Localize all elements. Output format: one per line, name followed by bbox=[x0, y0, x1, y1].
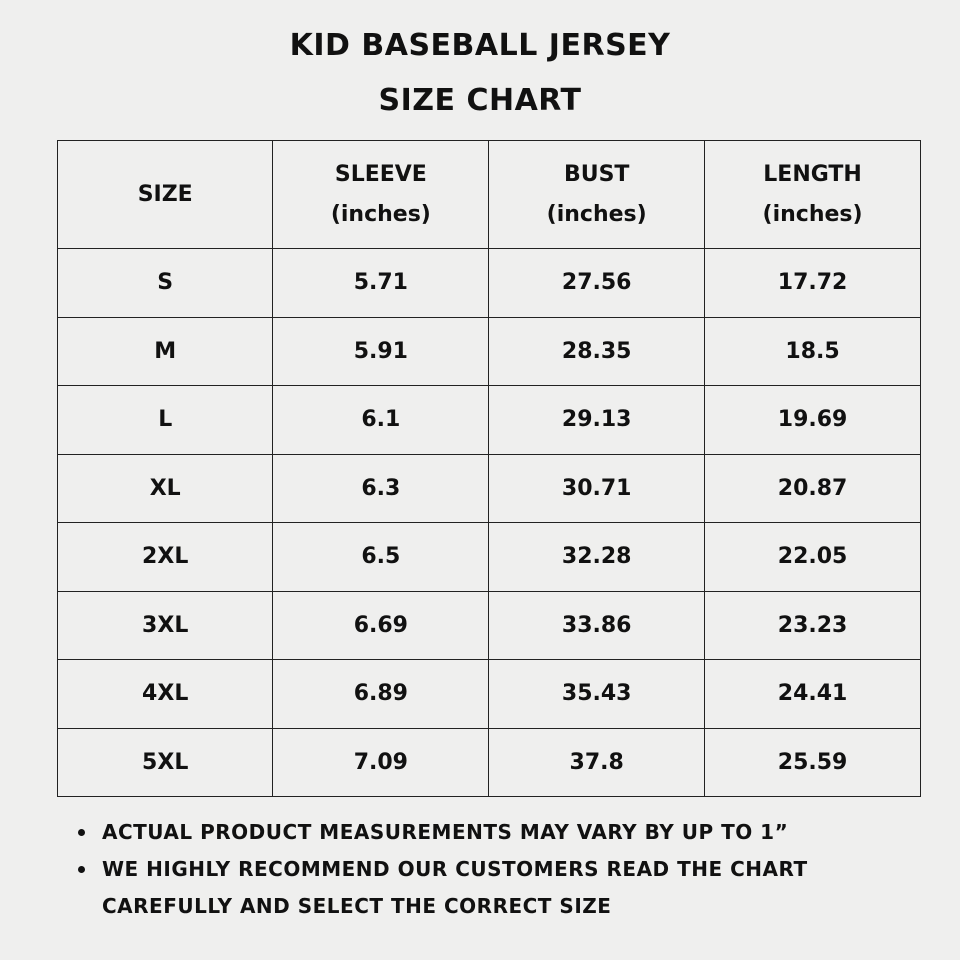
header-text: BUST bbox=[563, 161, 630, 187]
table-cell: 3XL bbox=[56, 590, 274, 660]
header-text: SLEEVE bbox=[334, 161, 427, 187]
table-cell: 17.72 bbox=[704, 248, 921, 318]
table-cell: 29.13 bbox=[488, 385, 706, 455]
table-row: S 5.71 27.56 17.72 bbox=[56, 248, 921, 318]
table-cell: 19.69 bbox=[704, 385, 921, 455]
notes: ACTUAL PRODUCT MEASUREMENTS MAY VARY BY … bbox=[78, 814, 838, 925]
header-text: (inches) bbox=[546, 201, 647, 227]
table-cell: 4XL bbox=[56, 659, 274, 729]
size-table: SIZE SLEEVE (inches) BUST (inches) LENGTH (inc… bbox=[56, 140, 921, 797]
table-cell: 33.86 bbox=[488, 590, 706, 660]
table-row: L 6.1 29.13 19.69 bbox=[56, 385, 921, 455]
table-cell: 6.3 bbox=[272, 453, 490, 523]
table-row: 3XL 6.69 33.86 23.23 bbox=[56, 590, 921, 660]
table-cell: 20.87 bbox=[704, 453, 921, 523]
header-row: SIZE SLEEVE (inches) BUST (inches) LENGTH (inc… bbox=[56, 140, 921, 249]
table-cell: 25.59 bbox=[704, 727, 921, 797]
table-row: 5XL 7.09 37.8 25.59 bbox=[56, 727, 921, 797]
table-row: M 5.91 28.35 18.5 bbox=[56, 316, 921, 386]
table-cell: 35.43 bbox=[488, 659, 706, 729]
header-text: SIZE bbox=[137, 181, 193, 207]
header-text: (inches) bbox=[762, 201, 863, 227]
table-cell: S bbox=[56, 248, 274, 318]
table-cell: 5XL bbox=[56, 727, 274, 797]
header-cell: BUST (inches) bbox=[488, 140, 706, 249]
table-cell: 5.71 bbox=[272, 248, 490, 318]
note: ACTUAL PRODUCT MEASUREMENTS MAY VARY BY … bbox=[78, 814, 838, 851]
title-line: KID BASEBALL JERSEY bbox=[289, 28, 671, 63]
header-cell: SLEEVE (inches) bbox=[272, 140, 490, 249]
header-cell: LENGTH (inches) bbox=[704, 140, 921, 249]
table-row: 2XL 6.5 32.28 22.05 bbox=[56, 522, 921, 592]
table-cell: 6.69 bbox=[272, 590, 490, 660]
table-cell: 7.09 bbox=[272, 727, 490, 797]
table-cell: L bbox=[56, 385, 274, 455]
table-cell: 24.41 bbox=[704, 659, 921, 729]
table-row: XL 6.3 30.71 20.87 bbox=[56, 453, 921, 523]
table-cell: 32.28 bbox=[488, 522, 706, 592]
header-text: LENGTH bbox=[763, 161, 862, 187]
table-cell: 2XL bbox=[56, 522, 274, 592]
table-cell: 5.91 bbox=[272, 316, 490, 386]
table-cell: 6.5 bbox=[272, 522, 490, 592]
table-cell: 27.56 bbox=[488, 248, 706, 318]
header-cell: SIZE bbox=[56, 140, 274, 249]
table-row: 4XL 6.89 35.43 24.41 bbox=[56, 659, 921, 729]
title-line: SIZE CHART bbox=[378, 83, 582, 118]
table-cell: 23.23 bbox=[704, 590, 921, 660]
table-cell: 6.89 bbox=[272, 659, 490, 729]
table-cell: 22.05 bbox=[704, 522, 921, 592]
table-cell: 6.1 bbox=[272, 385, 490, 455]
header-text: (inches) bbox=[330, 201, 431, 227]
table-cell: 30.71 bbox=[488, 453, 706, 523]
table-cell: 18.5 bbox=[704, 316, 921, 386]
table-cell: 28.35 bbox=[488, 316, 706, 386]
note: WE HIGHLY RECOMMEND OUR CUSTOMERS READ T… bbox=[78, 851, 838, 925]
table-cell: 37.8 bbox=[488, 727, 706, 797]
table-cell: XL bbox=[56, 453, 274, 523]
table-cell: M bbox=[56, 316, 274, 386]
